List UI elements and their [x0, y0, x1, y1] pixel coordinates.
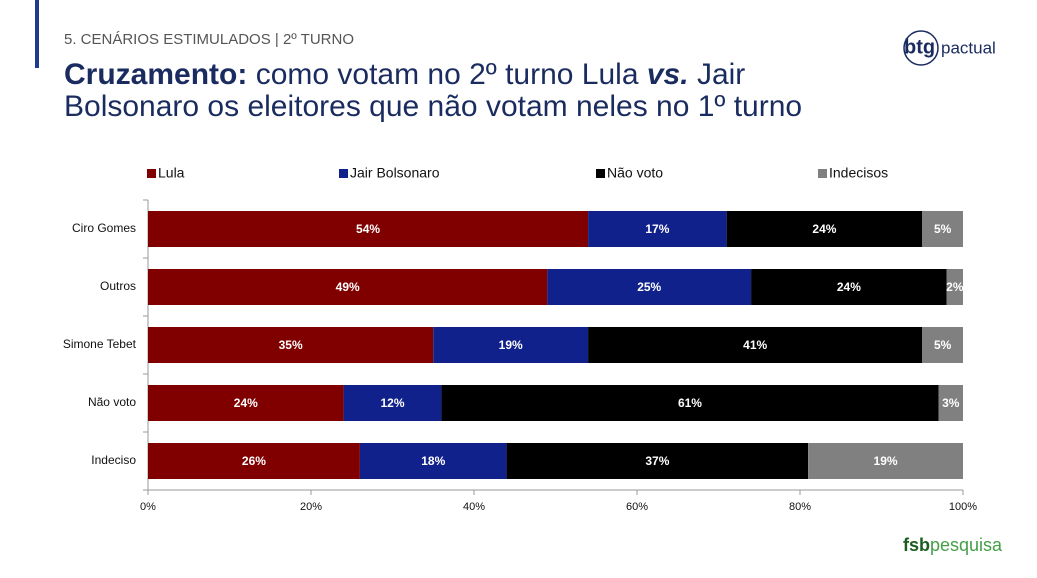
value-label: 35% — [279, 338, 303, 352]
bar-segment — [588, 327, 923, 363]
bar-segment — [433, 327, 589, 363]
bar-segment — [751, 269, 947, 305]
value-label: 37% — [645, 454, 669, 468]
value-label: 18% — [421, 454, 445, 468]
logo-fsb: fsbpesquisa — [903, 535, 1003, 555]
value-label: 17% — [645, 222, 669, 236]
bar-segment — [547, 269, 752, 305]
title-text: Jair — [697, 58, 745, 91]
value-label: 61% — [678, 396, 702, 410]
logo-btg: btg — [904, 36, 935, 58]
value-label: 19% — [499, 338, 523, 352]
bar-segment — [148, 327, 434, 363]
value-label: 5% — [934, 222, 952, 236]
value-label: 49% — [336, 280, 360, 294]
x-tick-label: 100% — [949, 501, 977, 513]
logo-ring — [903, 30, 939, 66]
bar-segment — [148, 211, 589, 247]
bar-segment — [343, 385, 442, 421]
x-tick-label: 0% — [140, 501, 156, 513]
bar-segment — [148, 385, 344, 421]
value-label: 26% — [242, 454, 266, 468]
title-line2: Bolsonaro os eleitores que não votam nel… — [64, 90, 802, 123]
bar-segment — [808, 443, 963, 479]
title-vs: vs. — [647, 58, 689, 91]
x-tick-label: 40% — [463, 501, 485, 513]
bar-segment — [441, 385, 939, 421]
bar-segment — [938, 385, 963, 421]
legend-swatch — [339, 169, 348, 178]
x-tick-label: 20% — [300, 501, 322, 513]
logo-fsb-rest: pesquisa — [930, 535, 1003, 555]
value-label: 12% — [380, 396, 404, 410]
legend-label: Não voto — [607, 165, 663, 181]
category-label: Ciro Gomes — [72, 221, 136, 235]
value-label: 2% — [946, 280, 964, 294]
title-text: como votam no 2º turno Lula — [256, 58, 639, 91]
category-label: Outros — [100, 279, 136, 293]
category-label: Indeciso — [91, 453, 136, 467]
value-label: 24% — [812, 222, 836, 236]
bar-segment — [148, 269, 548, 305]
category-label: Não voto — [88, 395, 136, 409]
bar-segment — [506, 443, 809, 479]
title-bold: Cruzamento: — [64, 58, 247, 91]
x-tick-label: 60% — [626, 501, 648, 513]
bar-segment — [359, 443, 507, 479]
legend-label: Jair Bolsonaro — [350, 165, 440, 181]
bar-segment — [922, 327, 963, 363]
bar-segment — [726, 211, 923, 247]
value-label: 24% — [234, 396, 258, 410]
section-label: 5. CENÁRIOS ESTIMULADOS | 2º TURNO — [64, 31, 354, 48]
bar-segment — [588, 211, 727, 247]
bar-segment — [922, 211, 963, 247]
legend-label: Indecisos — [829, 165, 888, 181]
logo-fsb-bold: fsb — [903, 535, 930, 555]
category-label: Simone Tebet — [63, 337, 137, 351]
value-label: 24% — [837, 280, 861, 294]
accent-bar — [35, 0, 39, 68]
value-label: 3% — [942, 396, 960, 410]
legend-label: Lula — [158, 165, 185, 181]
value-label: 19% — [874, 454, 898, 468]
x-tick-label: 80% — [789, 501, 811, 513]
legend-swatch — [596, 169, 605, 178]
value-label: 5% — [934, 338, 952, 352]
value-label: 25% — [637, 280, 661, 294]
legend-swatch — [147, 169, 156, 178]
bar-segment — [148, 443, 360, 479]
bar-segment — [946, 269, 963, 305]
value-label: 54% — [356, 222, 380, 236]
logo-pactual: pactual — [941, 38, 996, 57]
value-label: 41% — [743, 338, 767, 352]
title: Cruzamento: como votam no 2º turno Lula … — [64, 58, 745, 91]
chart: Lula Jair Bolsonaro Não voto Indecisos 0% 20%… — [63, 165, 977, 513]
legend-swatch — [818, 169, 827, 178]
